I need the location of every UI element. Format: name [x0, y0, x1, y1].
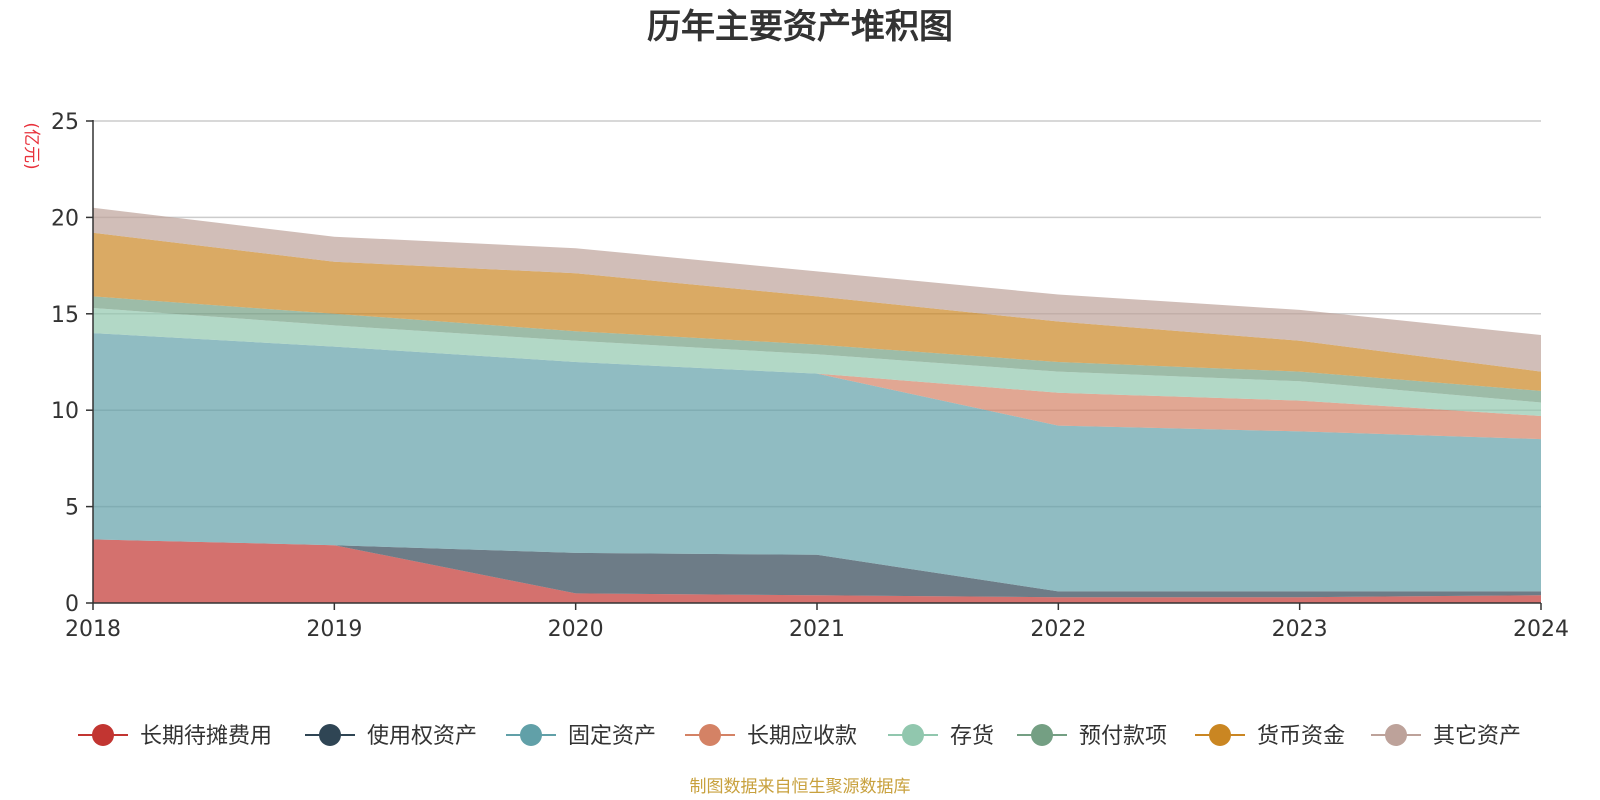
legend-label: 长期应收款 [747, 724, 857, 749]
legend-item: 存货 [888, 724, 994, 749]
legend-item: 货币资金 [1195, 724, 1345, 749]
area-5 [93, 308, 1541, 416]
x-tick-label: 2019 [306, 617, 362, 642]
area-6 [93, 296, 1541, 403]
x-tick-label: 2020 [548, 617, 604, 642]
area-8 [93, 207, 1541, 372]
legend-marker [1031, 724, 1053, 746]
area-3 [93, 333, 1541, 592]
y-tick-label: 10 [51, 399, 79, 424]
legend-marker [1209, 724, 1231, 746]
x-tick-label: 2018 [65, 617, 121, 642]
legend-marker [1385, 724, 1407, 746]
legend-label: 预付款项 [1079, 724, 1167, 749]
y-axis-unit-label: (亿元) [21, 122, 41, 169]
y-tick-label: 5 [65, 496, 79, 521]
legend-item: 其它资产 [1371, 724, 1521, 749]
legend-marker [699, 724, 721, 746]
legend-item: 固定资产 [506, 724, 656, 749]
x-tick-label: 2024 [1513, 617, 1569, 642]
chart-title: 历年主要资产堆积图 [647, 7, 953, 47]
legend-marker [520, 724, 542, 746]
legend-label: 存货 [950, 724, 994, 749]
source-note: 制图数据来自恒生聚源数据库 [690, 777, 911, 797]
legend-label: 固定资产 [568, 724, 656, 749]
x-tick-label: 2023 [1272, 617, 1328, 642]
area-4 [93, 333, 1541, 440]
legend-marker [319, 724, 341, 746]
x-tick-label: 2021 [789, 617, 845, 642]
area-series-group [93, 207, 1541, 603]
y-tick-label: 15 [51, 303, 79, 328]
legend-label: 使用权资产 [367, 724, 477, 749]
axes: 0 5 10 15 20 25 2018 2019 2020 2021 2022 2023 2024 [51, 110, 1569, 642]
legend-label: 长期待摊费用 [140, 724, 272, 749]
legend: 长期待摊费用 使用权资产 固定资产 长期应收款 存货 预付款项 货币资金 其它资产 [78, 724, 1521, 749]
legend-item: 使用权资产 [305, 724, 477, 749]
y-tick-label: 25 [51, 110, 79, 135]
area-7 [93, 232, 1541, 391]
y-tick-label: 20 [51, 206, 79, 231]
x-tick-label: 2022 [1030, 617, 1086, 642]
legend-item: 长期应收款 [685, 724, 857, 749]
y-tick-label: 0 [65, 592, 79, 617]
area-1 [93, 539, 1541, 603]
legend-label: 货币资金 [1257, 724, 1345, 749]
area-2 [93, 539, 1541, 598]
legend-marker [902, 724, 924, 746]
legend-marker [92, 724, 114, 746]
legend-item: 长期待摊费用 [78, 724, 272, 749]
legend-item: 预付款项 [1017, 724, 1167, 749]
legend-label: 其它资产 [1433, 724, 1521, 749]
